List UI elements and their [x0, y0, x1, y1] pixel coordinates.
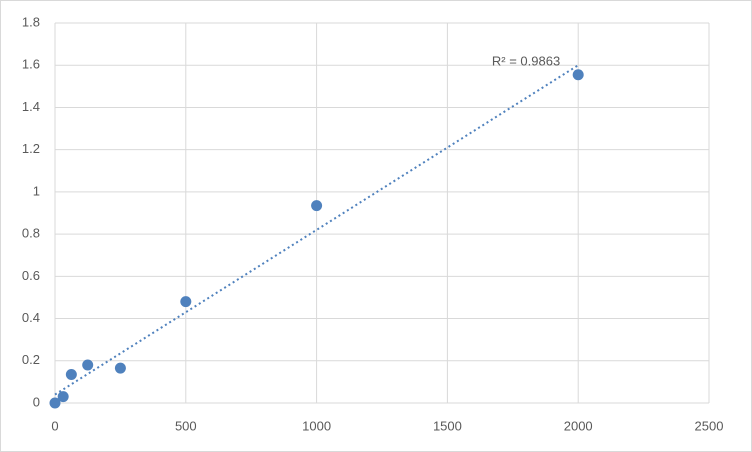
- data-point: [114, 362, 126, 374]
- y-tick-label: 1.6: [22, 57, 40, 72]
- data-point: [65, 369, 77, 380]
- y-tick-label: 0.8: [22, 226, 40, 241]
- x-tick-label: 0: [51, 418, 58, 433]
- x-tick-label: 500: [175, 418, 197, 433]
- y-tick-label: 0.4: [22, 310, 40, 325]
- y-tick-label: 1.8: [22, 14, 40, 29]
- data-point: [572, 69, 584, 81]
- data-point: [311, 200, 323, 212]
- y-tick-label: 1.2: [22, 141, 40, 156]
- data-point: [82, 359, 94, 371]
- y-tick-label: 1.4: [22, 99, 40, 114]
- data-point: [57, 391, 69, 403]
- y-tick-label: 0: [33, 394, 40, 409]
- y-tick-label: 1: [33, 183, 40, 198]
- x-tick-label: 1500: [433, 418, 462, 433]
- x-tick-label: 1000: [302, 418, 331, 433]
- data-point: [49, 397, 61, 409]
- trendline: [54, 64, 579, 396]
- x-tick-label: 2000: [564, 418, 593, 433]
- y-tick-label: 0.2: [22, 352, 40, 367]
- x-tick-label: 2500: [695, 418, 724, 433]
- data-point: [180, 296, 192, 308]
- trendline-label: R² = 0.9863: [492, 54, 560, 69]
- y-tick-label: 0.6: [22, 268, 40, 283]
